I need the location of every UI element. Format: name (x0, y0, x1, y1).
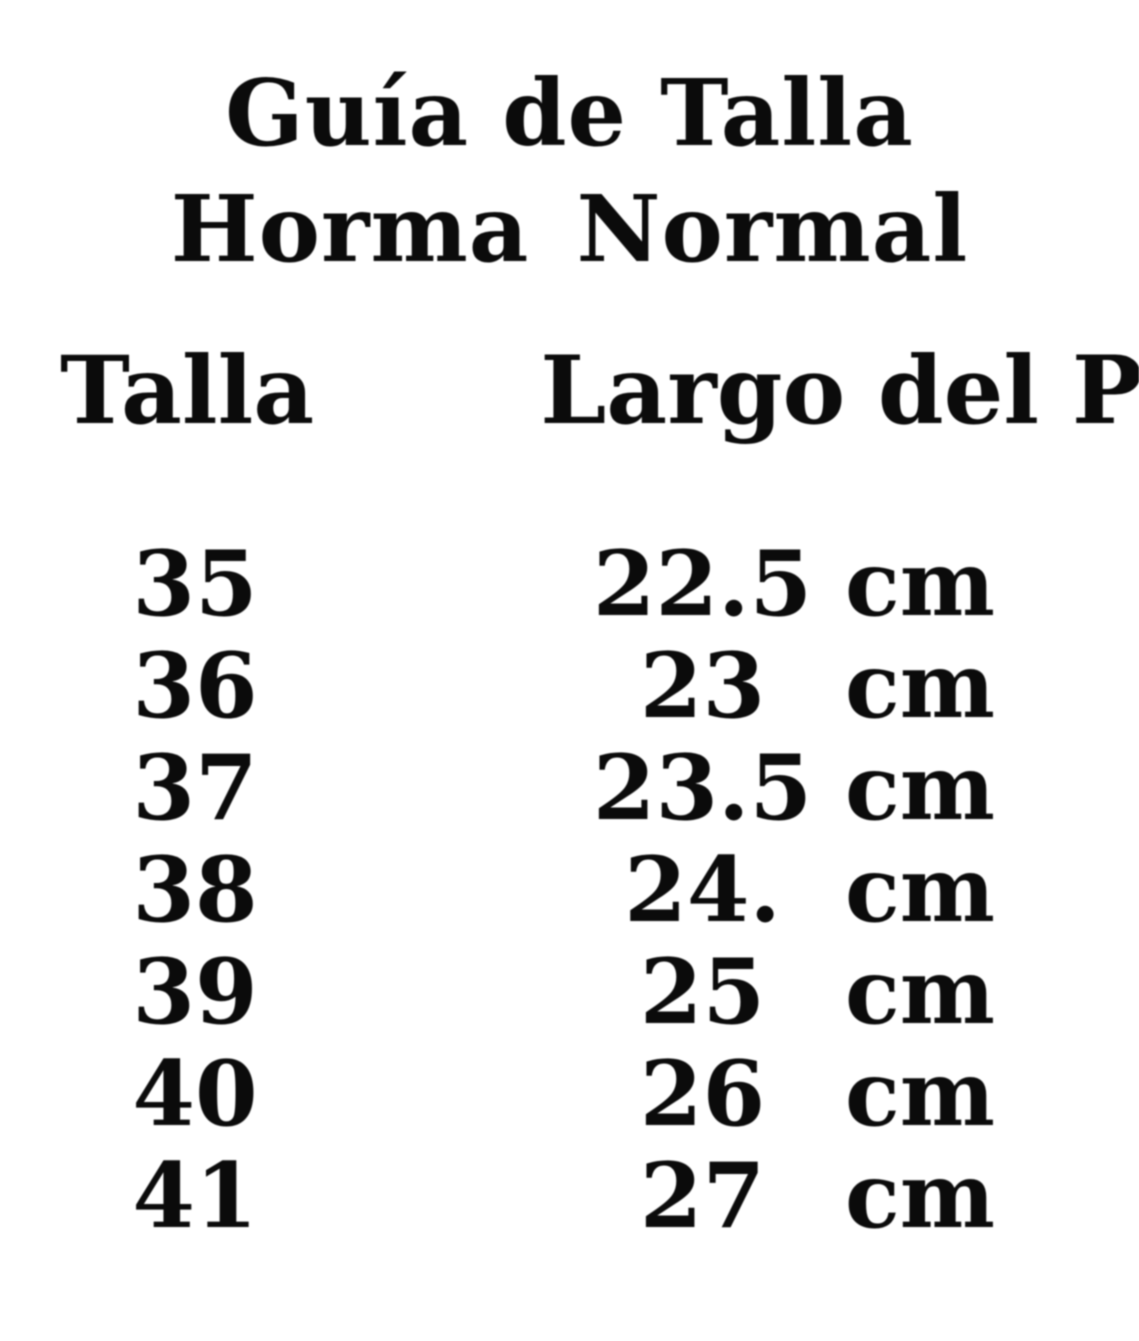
length-unit: cm (845, 1041, 996, 1147)
length-cell: 27 cm (390, 1145, 995, 1247)
length-cell: 23.5 cm (390, 737, 995, 839)
length-value: 23.5 (592, 735, 813, 841)
length-unit: cm (845, 1143, 996, 1249)
column-header-largo: Largo del Pie (540, 336, 1139, 446)
title-line-1: Guía de Talla (225, 59, 914, 167)
length-cell: 26 cm (390, 1043, 995, 1145)
size-cell: 40 (132, 1041, 258, 1147)
size-table-body: 35 22.5 cm 36 23 cm 37 23.5 cm 38 24. (0, 533, 1139, 1247)
size-cell: 35 (132, 531, 258, 637)
page-title: Guía de Talla Horma Normal (0, 0, 1139, 287)
column-header-talla: Talla (60, 336, 315, 446)
table-row: 40 26 cm (0, 1043, 1139, 1145)
length-cell: 25 cm (390, 941, 995, 1043)
length-unit: cm (845, 735, 996, 841)
length-value: 24. (624, 837, 781, 943)
table-row: 38 24. cm (0, 839, 1139, 941)
table-row: 37 23.5 cm (0, 737, 1139, 839)
table-row: 36 23 cm (0, 635, 1139, 737)
length-value: 22.5 (592, 531, 813, 637)
length-value: 26 (639, 1041, 766, 1147)
size-cell: 39 (132, 939, 258, 1045)
title-line-2: Horma Normal (170, 175, 969, 283)
table-header: Talla Largo del Pie (0, 344, 1139, 438)
length-unit: cm (845, 939, 996, 1045)
table-row: 41 27 cm (0, 1145, 1139, 1247)
length-value: 23 (639, 633, 766, 739)
size-cell: 41 (132, 1143, 258, 1249)
table-row: 35 22.5 cm (0, 533, 1139, 635)
length-unit: cm (845, 837, 996, 943)
size-cell: 38 (132, 837, 258, 943)
length-value: 27 (639, 1143, 766, 1249)
size-cell: 36 (132, 633, 258, 739)
length-value: 25 (639, 939, 766, 1045)
length-unit: cm (845, 531, 996, 637)
table-row: 39 25 cm (0, 941, 1139, 1043)
length-cell: 24. cm (390, 839, 995, 941)
size-cell: 37 (132, 735, 258, 841)
length-unit: cm (845, 633, 996, 739)
length-cell: 23 cm (390, 635, 995, 737)
length-cell: 22.5 cm (390, 533, 995, 635)
